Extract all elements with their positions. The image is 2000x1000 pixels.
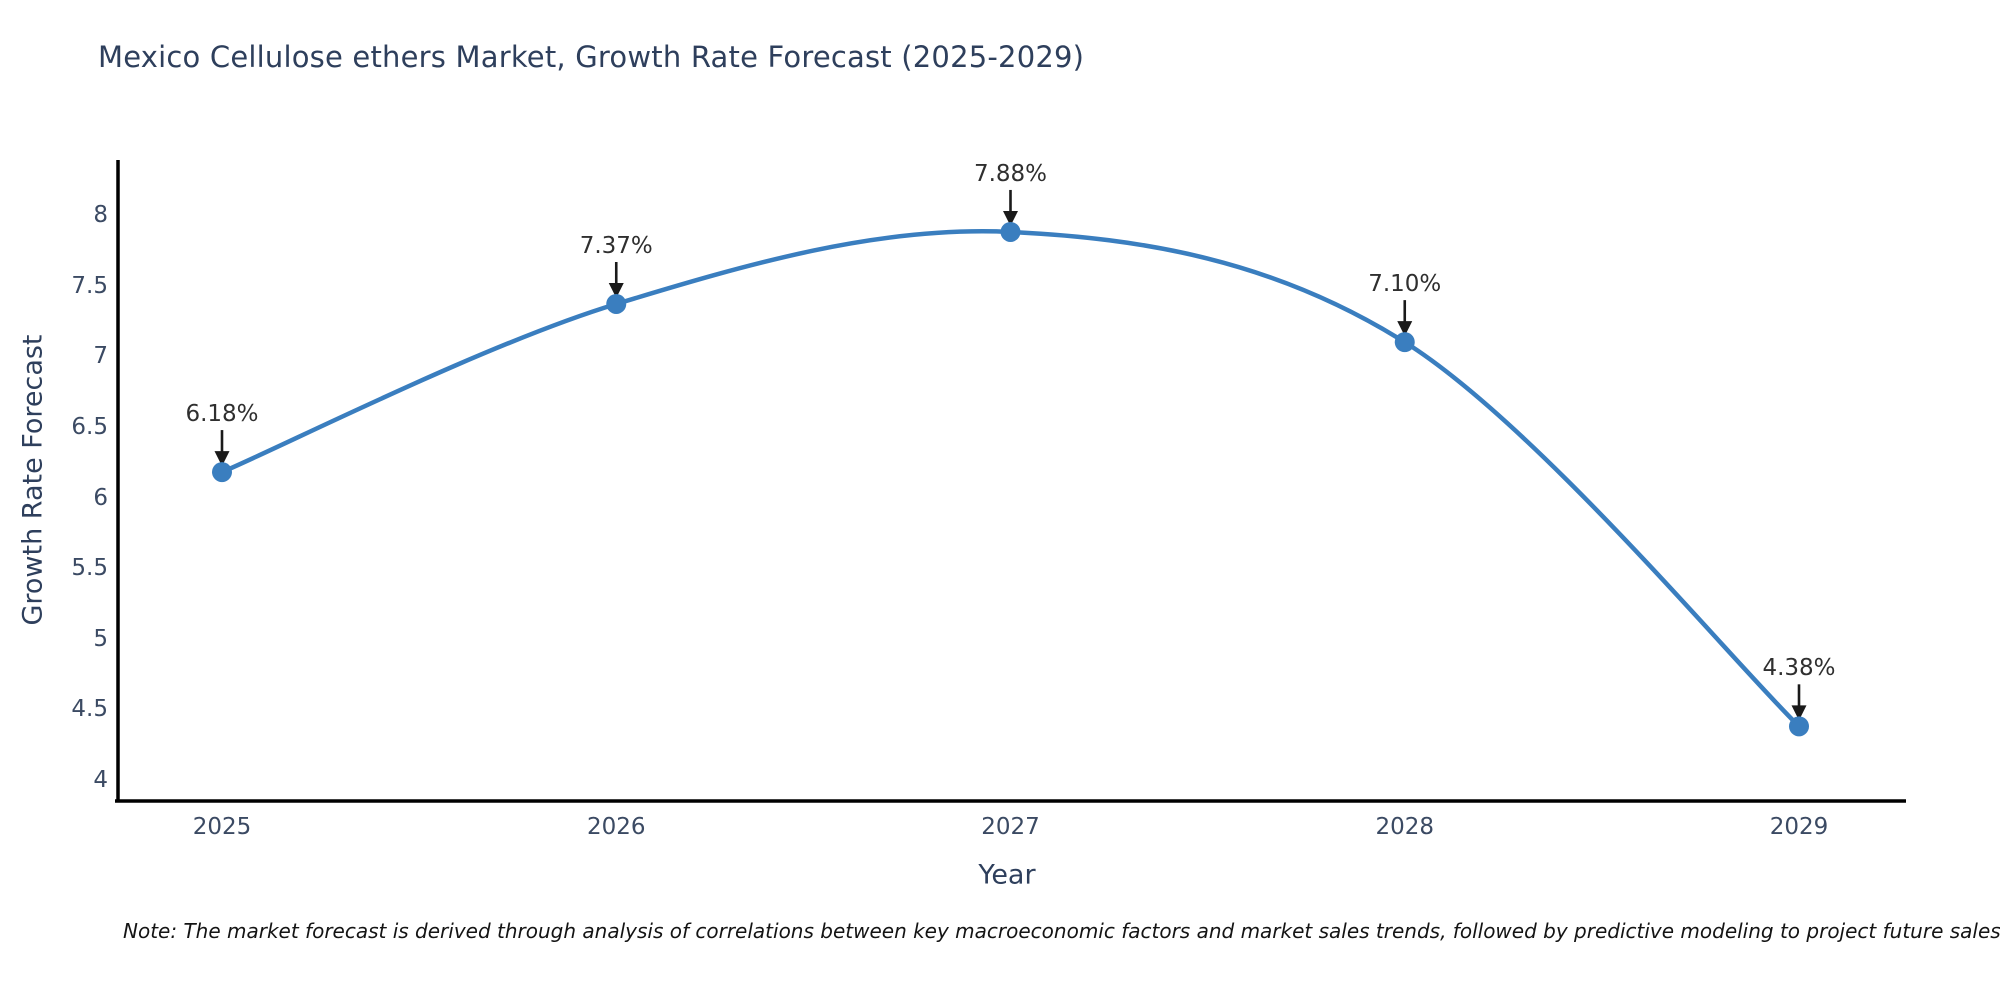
point-annotation: 4.38% — [1762, 655, 1836, 682]
y-tick-label: 6 — [93, 484, 108, 511]
point-annotation: 7.88% — [973, 160, 1048, 187]
y-tick-label: 4.5 — [71, 696, 108, 723]
x-tick-label: 2026 — [586, 814, 646, 840]
annotation-arrowhead-icon — [214, 451, 230, 467]
data-point-2027[interactable] — [1000, 221, 1021, 242]
y-tick-label: 4 — [93, 767, 108, 793]
data-point-2025[interactable] — [212, 462, 232, 483]
x-tick-label: 2025 — [192, 814, 252, 840]
y-tick-label: 6.5 — [71, 413, 108, 440]
annotation-arrowhead-icon — [608, 282, 624, 298]
y-tick-label: 5 — [93, 625, 108, 652]
y-tick-label: 8 — [93, 202, 108, 228]
point-annotation: 7.37% — [579, 232, 653, 259]
forecast-line — [219, 229, 1802, 729]
x-tick-label: 2027 — [981, 814, 1040, 840]
data-point-2026[interactable] — [606, 293, 627, 314]
point-annotation: 7.10% — [1368, 271, 1442, 298]
y-tick-label: 7 — [93, 343, 108, 370]
annotation-arrowhead-icon — [1397, 321, 1413, 337]
x-tick-label: 2028 — [1375, 814, 1435, 840]
annotation-arrowhead-icon — [1791, 705, 1807, 721]
footnote: Note: The market forecast is derived thr… — [123, 919, 2000, 943]
point-annotation: 6.18% — [185, 401, 259, 428]
chart-title: Mexico Cellulose ethers Market, Growth R… — [98, 40, 1085, 74]
x-axis-title: Year — [978, 859, 1036, 891]
x-tick-label: 2029 — [1769, 814, 1829, 840]
annotation-arrowhead-icon — [1003, 210, 1018, 226]
y-tick-label: 7.5 — [71, 272, 108, 299]
data-point-2029[interactable] — [1789, 716, 1809, 737]
y-tick-label: 5.5 — [71, 555, 108, 582]
data-point-2028[interactable] — [1394, 332, 1415, 353]
